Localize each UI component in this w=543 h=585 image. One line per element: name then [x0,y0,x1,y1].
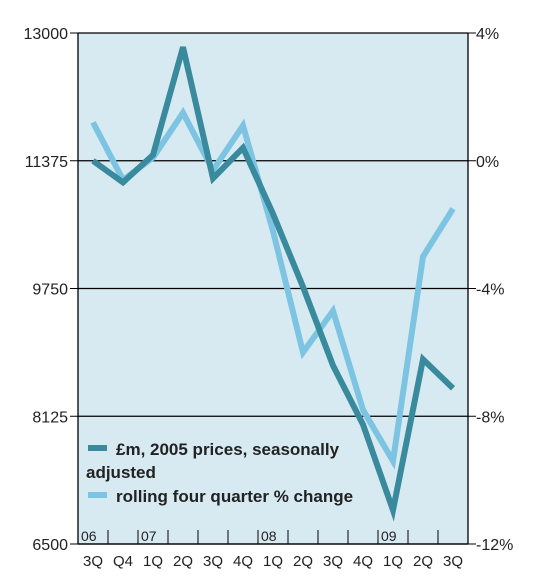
x-tick-label: 4Q [353,553,373,570]
x-tick-label: 3Q [443,553,463,570]
left-tick-label: 6500 [32,537,68,554]
x-tick-label: 2Q [293,553,313,570]
legend-label: £m, 2005 prices, seasonally [116,440,340,459]
left-tick-label: 13000 [24,26,69,43]
right-tick-label: -4% [476,282,504,299]
year-label: 09 [381,528,397,544]
left-tick-label: 11375 [25,154,68,171]
x-tick-label: 3Q [83,553,103,570]
x-tick-label: 1Q [143,553,163,570]
series-line-gbp [91,46,456,522]
x-tick-label: 2Q [173,553,193,570]
right-tick-label: -12% [476,537,513,554]
legend-label: adjusted [86,463,156,482]
right-tick-label: 4% [476,26,499,43]
x-tick-label: 2Q [413,553,433,570]
right-tick-label: -8% [476,409,504,426]
x-tick-label: 1Q [383,553,403,570]
year-label: 07 [141,528,157,544]
x-tick-label: 3Q [203,553,223,570]
x-tick-label: Q4 [113,553,133,570]
legend: £m, 2005 prices, seasonally adjusted rolli… [86,440,353,506]
x-tick-label: 1Q [263,553,283,570]
x-tick-label: 4Q [233,553,253,570]
legend-label: rolling four quarter % change [116,487,353,506]
series-lines [90,46,456,522]
x-tick-label: 3Q [323,553,343,570]
axes: 13000 4% 11375 0% 9750 -4% 8125 -8% 6500 -12% 3Q Q4… [24,26,514,570]
left-tick-label: 9750 [32,282,68,299]
year-label: 08 [261,528,277,544]
left-tick-label: 8125 [32,409,68,426]
right-tick-label: 0% [476,154,499,171]
year-label: 06 [81,528,97,544]
